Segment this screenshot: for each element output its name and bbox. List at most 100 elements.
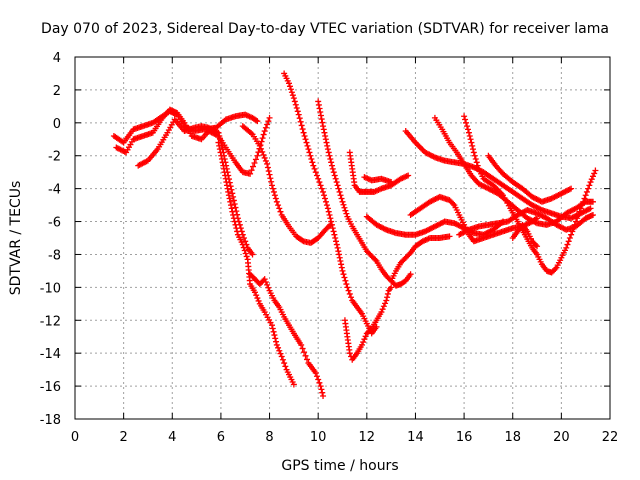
series-arc-5 <box>247 271 327 399</box>
data-point <box>324 205 331 212</box>
data-point <box>334 244 341 251</box>
data-point <box>472 156 479 163</box>
data-point <box>589 173 596 180</box>
series-arc-7 <box>281 70 380 337</box>
data-point <box>262 157 269 164</box>
data-point <box>254 152 261 159</box>
data-point <box>261 128 268 135</box>
series-arc-19 <box>485 152 575 205</box>
data-point <box>571 221 578 228</box>
data-point <box>241 235 248 241</box>
y-tick-label: -4 <box>48 183 61 198</box>
data-point <box>293 105 300 112</box>
data-point <box>231 200 238 207</box>
data-point <box>583 188 590 195</box>
data-point <box>264 160 271 167</box>
data-point <box>262 124 269 131</box>
data-point <box>388 284 395 291</box>
data-point <box>413 140 420 147</box>
data-point <box>275 344 282 351</box>
data-point <box>317 383 324 390</box>
data-point <box>418 145 425 152</box>
data-point <box>225 188 232 195</box>
data-point <box>322 136 329 143</box>
data-point <box>294 108 301 115</box>
data-point <box>384 294 391 301</box>
data-point <box>259 135 266 142</box>
data-point <box>470 146 477 153</box>
x-tick-label: 12 <box>359 430 376 445</box>
data-point <box>301 132 308 139</box>
data-point <box>249 251 256 258</box>
data-point <box>273 198 280 205</box>
data-point <box>589 211 596 218</box>
series-arc-10 <box>346 149 412 195</box>
x-tick-label: 22 <box>602 430 619 445</box>
data-point <box>291 98 298 105</box>
data-point <box>322 198 329 205</box>
data-point <box>306 149 313 156</box>
data-point <box>265 284 272 291</box>
data-point <box>229 208 236 215</box>
series-arc-15 <box>407 193 541 245</box>
data-point <box>271 332 278 339</box>
data-point <box>315 376 322 383</box>
data-point <box>303 139 310 146</box>
data-point <box>339 198 346 205</box>
x-tick-label: 14 <box>407 430 424 445</box>
data-point <box>227 198 234 205</box>
data-point <box>287 86 294 93</box>
data-point <box>261 276 268 283</box>
data-point <box>336 254 343 261</box>
y-tick-label: -12 <box>40 314 61 329</box>
data-point <box>450 200 457 207</box>
x-tick-label: 10 <box>310 430 327 445</box>
data-point <box>290 95 297 102</box>
data-point <box>462 116 469 123</box>
data-point <box>266 114 273 121</box>
data-point <box>282 363 289 370</box>
data-point <box>576 208 583 215</box>
data-point <box>465 129 472 136</box>
data-point <box>317 109 324 116</box>
data-point <box>470 149 477 156</box>
data-point <box>461 113 468 120</box>
data-point <box>265 118 272 125</box>
series-arc-9 <box>341 284 395 363</box>
data-point <box>336 251 343 258</box>
data-point <box>240 244 247 251</box>
data-point <box>308 156 315 163</box>
series-arc-6 <box>239 123 334 246</box>
y-tick-label: 4 <box>53 51 61 66</box>
data-point <box>336 188 343 195</box>
data-point <box>225 192 232 199</box>
data-point <box>227 183 234 190</box>
data-point <box>577 205 584 212</box>
data-point <box>322 132 329 139</box>
data-point <box>328 218 335 225</box>
series-arc-18 <box>461 113 599 276</box>
data-point <box>338 264 345 271</box>
data-point <box>407 271 414 278</box>
plot-frame <box>74 56 611 420</box>
data-point <box>328 221 335 228</box>
data-point <box>232 204 239 211</box>
data-point <box>318 386 325 393</box>
data-point <box>587 205 594 212</box>
data-point <box>256 142 263 149</box>
data-point <box>270 188 277 195</box>
data-point <box>277 350 284 357</box>
data-point <box>226 195 233 202</box>
data-point <box>292 101 299 108</box>
x-tick-label: 4 <box>168 430 176 445</box>
data-point <box>299 237 306 244</box>
data-point <box>565 238 572 245</box>
data-point <box>230 215 237 222</box>
data-point <box>309 159 316 166</box>
data-point <box>319 119 326 126</box>
data-point <box>335 185 342 192</box>
data-point <box>316 105 323 112</box>
data-point <box>467 136 474 143</box>
data-point <box>466 132 473 139</box>
y-tick-label: 0 <box>53 117 61 132</box>
